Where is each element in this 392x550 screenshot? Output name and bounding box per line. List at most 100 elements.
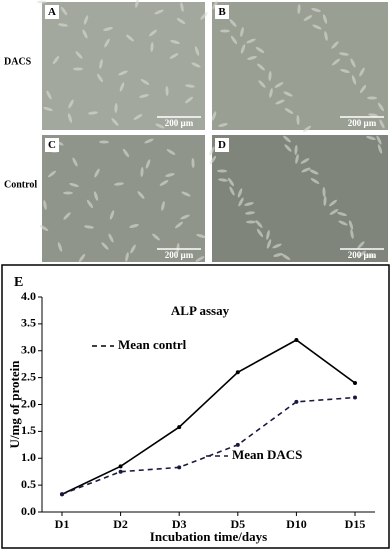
cell bbox=[246, 38, 256, 44]
cell bbox=[351, 75, 357, 85]
scale-label: 200 µm bbox=[348, 118, 377, 128]
y-tick-label: 1.0 bbox=[21, 450, 36, 464]
cell bbox=[338, 220, 348, 226]
row-label: Control bbox=[4, 179, 37, 190]
cell bbox=[357, 241, 365, 249]
cell bbox=[63, 191, 73, 195]
y-tick-label: 3.5 bbox=[21, 316, 36, 330]
cell bbox=[246, 220, 256, 224]
cell bbox=[322, 187, 326, 197]
cell bbox=[340, 69, 350, 73]
cell bbox=[300, 158, 310, 164]
cell bbox=[169, 53, 179, 59]
cell bbox=[99, 140, 109, 144]
cell bbox=[339, 52, 349, 56]
chart-frame bbox=[1, 264, 390, 549]
cell bbox=[348, 220, 354, 230]
cell bbox=[256, 228, 264, 238]
cell bbox=[88, 111, 98, 115]
cell bbox=[175, 221, 183, 229]
cell bbox=[377, 144, 383, 154]
cell bbox=[273, 253, 283, 257]
cell bbox=[195, 256, 205, 262]
cell bbox=[331, 41, 339, 49]
cell bbox=[368, 113, 378, 117]
cell bbox=[84, 225, 94, 229]
y-tick-label: 2.5 bbox=[21, 369, 36, 383]
micrograph bbox=[42, 2, 205, 130]
cell bbox=[111, 118, 119, 126]
cell bbox=[237, 188, 243, 198]
cell bbox=[78, 253, 86, 263]
cell bbox=[301, 167, 311, 173]
cell bbox=[230, 35, 238, 45]
y-tick-label: 0.0 bbox=[21, 504, 36, 518]
x-tick-label: D10 bbox=[286, 517, 307, 531]
panel-label: E bbox=[14, 275, 23, 290]
cell bbox=[365, 254, 375, 258]
cell bbox=[109, 210, 115, 220]
y-axis-label: U/mg of protein bbox=[7, 360, 22, 449]
cell bbox=[312, 24, 322, 30]
cell bbox=[309, 169, 319, 175]
cell bbox=[185, 84, 195, 88]
y-tick-label: 3.0 bbox=[21, 343, 36, 357]
cell bbox=[281, 254, 291, 260]
cell bbox=[159, 180, 169, 186]
cell bbox=[350, 229, 354, 239]
cell bbox=[150, 42, 154, 52]
point bbox=[353, 395, 357, 400]
cell bbox=[46, 90, 52, 100]
micrograph bbox=[212, 2, 388, 130]
point bbox=[118, 464, 123, 469]
point bbox=[235, 442, 240, 447]
cell bbox=[377, 102, 385, 112]
cell bbox=[176, 243, 180, 253]
cell bbox=[258, 80, 266, 88]
cell bbox=[191, 158, 195, 168]
cell bbox=[229, 186, 235, 196]
cell bbox=[145, 159, 151, 169]
cell bbox=[94, 168, 100, 178]
cell bbox=[93, 191, 99, 201]
cell bbox=[209, 155, 217, 165]
cell bbox=[238, 197, 244, 207]
cell bbox=[269, 88, 273, 98]
cell bbox=[82, 29, 88, 39]
cell bbox=[302, 125, 312, 133]
panel-label-box bbox=[215, 5, 229, 19]
cell bbox=[101, 242, 109, 250]
cell bbox=[218, 123, 228, 127]
cell bbox=[272, 243, 282, 249]
cell bbox=[170, 40, 180, 44]
cell bbox=[122, 148, 130, 158]
cell bbox=[257, 63, 265, 71]
cell bbox=[69, 182, 79, 188]
cell bbox=[358, 250, 366, 258]
y-tick-label: 2.0 bbox=[21, 396, 36, 410]
point bbox=[177, 465, 182, 470]
x-tick-label: D1 bbox=[55, 517, 70, 531]
cell bbox=[47, 170, 57, 178]
scale-label: 200 µm bbox=[348, 250, 377, 260]
cell bbox=[240, 27, 244, 37]
cell bbox=[200, 12, 208, 20]
cell bbox=[220, 29, 230, 33]
cell bbox=[137, 191, 145, 199]
micrograph bbox=[212, 135, 388, 262]
cell bbox=[266, 239, 272, 249]
point bbox=[235, 370, 240, 375]
cell bbox=[329, 209, 339, 215]
cell bbox=[104, 38, 110, 48]
cell bbox=[209, 146, 215, 156]
cell bbox=[129, 224, 139, 228]
panel-label: C bbox=[48, 139, 56, 151]
cell bbox=[283, 135, 291, 143]
x-axis-label: Incubation time/days bbox=[150, 529, 267, 544]
cell bbox=[255, 47, 265, 53]
cell bbox=[376, 135, 382, 145]
cell bbox=[155, 123, 165, 129]
cell bbox=[367, 96, 377, 100]
cell bbox=[366, 136, 376, 140]
